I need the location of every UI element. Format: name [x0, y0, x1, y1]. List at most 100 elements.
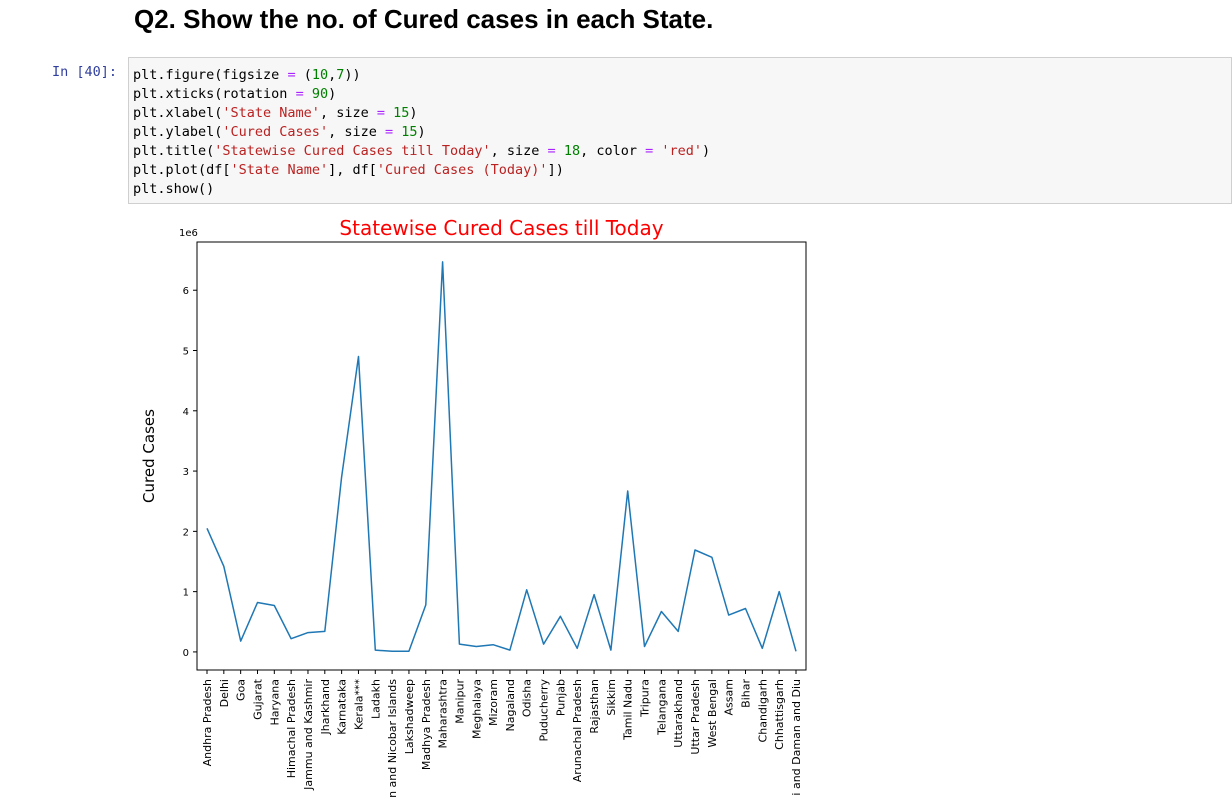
code-editor[interactable]: plt.figure(figsize = (10,7)) plt.xticks(r…	[133, 66, 710, 199]
code-token: plt.show()	[133, 181, 215, 197]
x-tick-label: Haryana	[268, 679, 281, 726]
output-area: Statewise Cured Cases till Today 0 1 2 3 4 5 6 1…	[128, 210, 828, 799]
code-token: , size	[319, 105, 377, 121]
y-tick-label: 0	[183, 648, 189, 659]
code-token: )	[417, 124, 426, 140]
x-tick-label: Chhattisgarh	[773, 679, 786, 750]
code-line: plt.show()	[133, 180, 710, 199]
code-token: )	[702, 143, 711, 159]
x-tick-label: Jharkhand	[319, 679, 332, 736]
x-tick-label: Tamil Nadu	[622, 679, 635, 741]
x-tick-label: Mizoram	[487, 679, 500, 726]
code-line: plt.figure(figsize = (10,7))	[133, 66, 710, 85]
code-token: =	[645, 143, 654, 159]
x-tick-label: Bihar	[740, 679, 753, 708]
x-tick-label: Karnataka	[336, 679, 349, 735]
code-token: 'red'	[661, 143, 703, 159]
code-token: plt.xticks(rotation	[133, 86, 296, 102]
code-token: plt.plot(df[	[133, 162, 231, 178]
code-token: plt.title(	[133, 143, 215, 159]
y-tick-label: 1	[183, 588, 189, 599]
code-token: 'State Name'	[222, 105, 320, 121]
code-token: plt.xlabel(	[133, 105, 223, 121]
x-tick-label: Odisha	[521, 679, 534, 717]
x-tick-label: Tripura	[639, 679, 652, 718]
code-line: plt.plot(df['State Name'], df['Cured Cas…	[133, 161, 710, 180]
code-token: 18	[563, 143, 581, 159]
x-tick-label: Chandigarh	[756, 679, 769, 742]
y-tick-label: 6	[183, 286, 189, 297]
x-tick-label: Nagaland	[504, 679, 517, 731]
y-axis-label: Cured Cases	[140, 409, 158, 503]
code-token: 'Cured Cases (Today)'	[376, 162, 548, 178]
x-tick-label: n and Nicobar Islands	[386, 679, 399, 798]
code-token: , color	[580, 143, 646, 159]
code-token	[385, 105, 393, 121]
line-chart: Statewise Cured Cases till Today 0 1 2 3 4 5 6 1…	[140, 216, 807, 798]
x-tick-label: Jammu and Kashmir	[302, 679, 315, 791]
code-token: =	[384, 124, 394, 140]
x-tick-label: Meghalaya	[470, 679, 483, 739]
code-token: =	[295, 86, 304, 102]
x-tick-label: West Bengal	[706, 679, 719, 748]
code-token: 15	[393, 105, 410, 121]
code-token: ], df[	[328, 162, 377, 178]
x-tick-label: Assam	[723, 679, 736, 715]
code-token	[556, 143, 564, 159]
code-token: 15	[401, 124, 418, 140]
x-tick-label: Rajasthan	[588, 679, 601, 734]
y-tick-label: 2	[183, 527, 189, 538]
code-token: ,	[328, 67, 337, 83]
code-token: =	[376, 105, 385, 121]
y-tick-label: 3	[183, 467, 189, 478]
code-token: 90	[311, 86, 329, 102]
code-cell[interactable]: plt.figure(figsize = (10,7)) plt.xticks(r…	[128, 57, 1232, 204]
x-tick-label: Maharashtra	[437, 679, 450, 749]
x-tick-label: Goa	[235, 679, 248, 701]
x-tick-label: Uttar Pradesh	[689, 679, 702, 755]
y-offset-label: 1e6	[179, 228, 198, 239]
x-tick-label: Lakshadweep	[403, 679, 416, 754]
x-tick-label: Uttarakhand	[672, 679, 685, 748]
code-token: , size	[328, 124, 385, 140]
y-tick-label: 5	[183, 347, 189, 358]
code-token: =	[547, 143, 556, 159]
code-token: 'State Name'	[230, 162, 329, 178]
x-tick-label: Manipur	[453, 679, 466, 724]
code-token	[304, 86, 312, 102]
code-token: 'Cured Cases'	[222, 124, 329, 140]
x-tick-label: Ladakh	[369, 679, 382, 719]
chart-title: Statewise Cured Cases till Today	[339, 216, 663, 240]
code-token: 10	[311, 67, 329, 83]
x-tick-label: Delhi	[218, 679, 231, 707]
x-tick-label: Kerala***	[352, 679, 365, 730]
x-tick-label: Himachal Pradesh	[285, 679, 298, 778]
code-token: )	[409, 105, 418, 121]
code-token: =	[287, 67, 296, 83]
x-tick-label: i and Daman and Diu	[790, 679, 803, 796]
input-prompt: In [40]:	[52, 64, 118, 80]
code-token: ))	[344, 67, 361, 83]
code-line: plt.ylabel('Cured Cases', size = 15)	[133, 123, 710, 142]
x-tick-label: Gujarat	[251, 678, 264, 720]
x-tick-label: Punjab	[554, 679, 567, 716]
x-tick-label: Andhra Pradesh	[201, 679, 214, 766]
x-tick-label: Madhya Pradesh	[420, 679, 433, 770]
code-line: plt.title('Statewise Cured Cases till To…	[133, 142, 710, 161]
code-line: plt.xlabel('State Name', size = 15)	[133, 104, 710, 123]
x-tick-label: Arunachal Pradesh	[571, 679, 584, 782]
code-token: 7	[336, 67, 345, 83]
code-line: plt.xticks(rotation = 90)	[133, 85, 710, 104]
code-token: plt.ylabel(	[133, 124, 223, 140]
code-token: 'Statewise Cured Cases till Today'	[214, 143, 491, 159]
code-token: ])	[547, 162, 564, 178]
x-tick-label: Sikkim	[605, 679, 618, 716]
question-heading: Q2. Show the no. of Cured cases in each …	[134, 4, 714, 34]
code-token: )	[328, 86, 337, 102]
series-line-cured-cases	[206, 261, 797, 653]
y-tick-label: 4	[183, 407, 189, 418]
plot-frame	[196, 241, 807, 671]
x-tick-label: Telangana	[655, 679, 668, 736]
x-tick-label: Puducherry	[538, 679, 551, 742]
code-token: , size	[490, 143, 548, 159]
